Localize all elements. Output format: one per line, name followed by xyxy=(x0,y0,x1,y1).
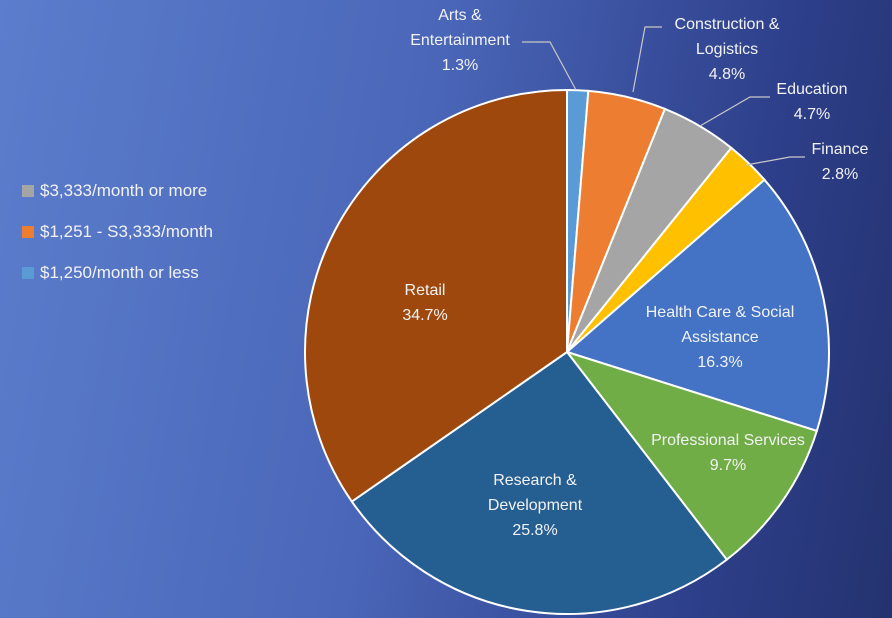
leader-line xyxy=(632,26,662,93)
pie-slice xyxy=(564,350,819,562)
slice-value-label: 16.3% xyxy=(697,354,743,371)
slice-label: Research & Development xyxy=(487,472,583,514)
slice-value-label: 25.8% xyxy=(512,522,558,539)
slice-value-label: 4.7% xyxy=(793,106,831,123)
legend-label: $1,250/month or less xyxy=(40,263,199,282)
legend-label: $1,251 - S3,333/month xyxy=(40,222,213,241)
pie-slice xyxy=(350,350,729,615)
legend-swatch xyxy=(22,185,34,197)
slice-label: Arts & Entertainment xyxy=(410,7,510,49)
legend-swatch xyxy=(22,226,34,238)
slice-value-label: 4.8% xyxy=(708,66,746,83)
pie-slice xyxy=(303,88,568,503)
slice-value-label: 1.3% xyxy=(441,57,479,74)
legend-label: $3,333/month or more xyxy=(40,181,208,200)
slice-label: Finance xyxy=(811,141,869,158)
slice-label: Retail xyxy=(404,282,446,299)
slice-label: Education xyxy=(776,81,848,98)
slice-label: Construction & Logistics xyxy=(674,16,780,58)
pie-slice xyxy=(565,178,830,433)
slice-label: Professional Services xyxy=(651,432,805,449)
slice-value-label: 2.8% xyxy=(821,166,859,183)
legend-swatch xyxy=(22,267,34,279)
leader-line xyxy=(699,96,770,127)
slice-value-label: 9.7% xyxy=(709,457,747,474)
leader-line xyxy=(522,41,577,91)
slice-value-label: 34.7% xyxy=(402,307,448,324)
slice-label: Health Care & Social Assistance xyxy=(645,304,795,346)
leader-line xyxy=(745,156,805,166)
